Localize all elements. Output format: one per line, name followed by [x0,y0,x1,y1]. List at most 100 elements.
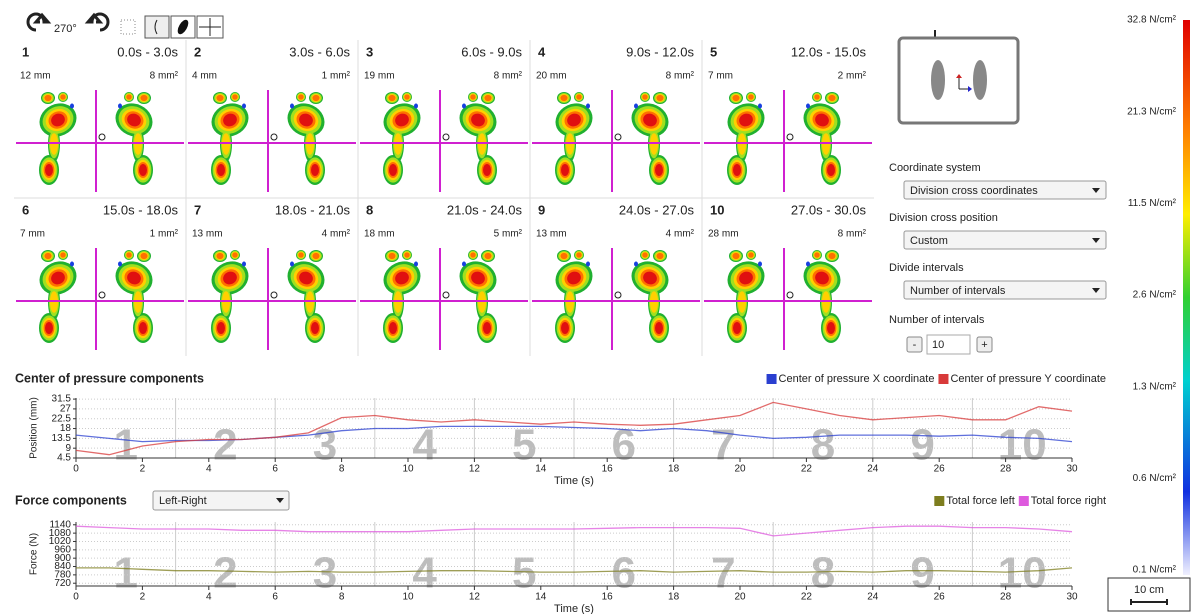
toe [758,262,762,267]
toe [586,262,590,267]
panel-area: 8 mm² [666,71,695,82]
toe [312,253,319,259]
interval-watermark: 7 [711,549,735,598]
panel-area: 5 mm² [494,229,523,240]
toe [118,262,122,267]
control-label: Division cross position [889,212,998,224]
x-tick-label: 2 [140,592,146,603]
legend-swatch [934,496,944,506]
x-tick-label: 12 [469,592,481,603]
toe [576,94,581,99]
panel-distance: 12 mm [20,71,51,82]
x-tick-label: 20 [734,464,746,475]
foot-region [733,322,741,334]
foot-region [217,164,225,176]
x-tick-label: 18 [668,592,680,603]
control-label: Number of intervals [889,314,985,326]
x-tick-label: 12 [469,464,481,475]
interval-watermark: 2 [213,549,237,598]
y-tick-label: 1140 [49,519,71,530]
toe [634,262,638,267]
toe [814,252,819,257]
toe [748,94,753,99]
interval-watermark: 1 [114,549,138,598]
foot-region [561,164,569,176]
toe [656,95,663,101]
color-scale-label: 0.6 N/cm² [1133,473,1177,484]
toe [44,95,51,101]
interval-watermark: 5 [512,421,536,470]
toe [216,253,223,259]
y-axis-label: Force (N) [29,533,40,575]
x-tick-label: 8 [339,592,345,603]
panel-time: 0.0s - 3.0s [117,44,178,59]
y-tick-label: 22.5 [52,413,72,424]
interval-watermark: 3 [313,421,337,470]
panel-distance: 7 mm [708,71,733,82]
toe [828,95,835,101]
panel-time: 9.0s - 12.0s [626,44,694,59]
foot-region [655,164,663,176]
y-tick-label: 31.5 [52,394,72,405]
number-value: 10 [932,339,944,351]
interval-watermark: 8 [811,421,835,470]
x-tick-label: 30 [1066,464,1078,475]
toe [462,104,466,109]
x-tick-label: 28 [1000,464,1012,475]
tool-button[interactable] [145,16,169,38]
dropdown-value: Division cross coordinates [910,185,1038,197]
x-tick-label: 26 [934,464,946,475]
minimap [899,30,1018,123]
panel-time: 15.0s - 18.0s [103,202,179,217]
x-axis-label: Time (s) [554,603,594,614]
interval-watermark: 1 [114,421,138,470]
foot-region [827,164,835,176]
x-tick-label: 22 [801,464,813,475]
y-tick-label: 4.5 [57,453,71,464]
toe [484,95,491,101]
panel-number: 3 [366,44,373,59]
x-tick-label: 0 [73,464,79,475]
y-tick-label: 13.5 [52,433,72,444]
x-tick-label: 0 [73,592,79,603]
panel-number: 7 [194,202,201,217]
toe [732,253,739,259]
toe [404,252,409,257]
panel-time: 21.0s - 24.0s [447,202,523,217]
toe [44,253,51,259]
color-scale-label: 1.3 N/cm² [1133,381,1177,392]
toe [216,95,223,101]
panel-area: 4 mm² [666,229,695,240]
x-tick-label: 20 [734,592,746,603]
foot-region [45,322,53,334]
x-tick-label: 6 [272,592,278,603]
scale-bar: 10 cm [1108,578,1190,611]
toe [828,253,835,259]
toe [140,95,147,101]
dropdown-value: Number of intervals [910,285,1006,297]
toe [298,252,303,257]
panel-number: 10 [710,202,724,217]
foot-region [139,322,147,334]
y-tick-label: 18 [60,423,72,434]
foot-region [389,322,397,334]
foot-region [139,164,147,176]
foot-region [655,322,663,334]
toe [576,252,581,257]
interval-watermark: 4 [412,549,437,598]
panel-distance: 7 mm [20,229,45,240]
x-tick-label: 16 [602,464,614,475]
interval-watermark: 8 [811,549,835,598]
panel-distance: 4 mm [192,71,217,82]
legend-label: Total force right [1031,495,1106,507]
interval-watermark: 7 [711,421,735,470]
toe [806,104,810,109]
color-scale-label: 2.6 N/cm² [1133,290,1177,301]
x-tick-label: 28 [1000,592,1012,603]
panel-area: 8 mm² [494,71,523,82]
toe [242,262,246,267]
toe [414,262,418,267]
panel-time: 27.0s - 30.0s [791,202,867,217]
toe [586,104,590,109]
interval-watermark: 5 [512,549,536,598]
